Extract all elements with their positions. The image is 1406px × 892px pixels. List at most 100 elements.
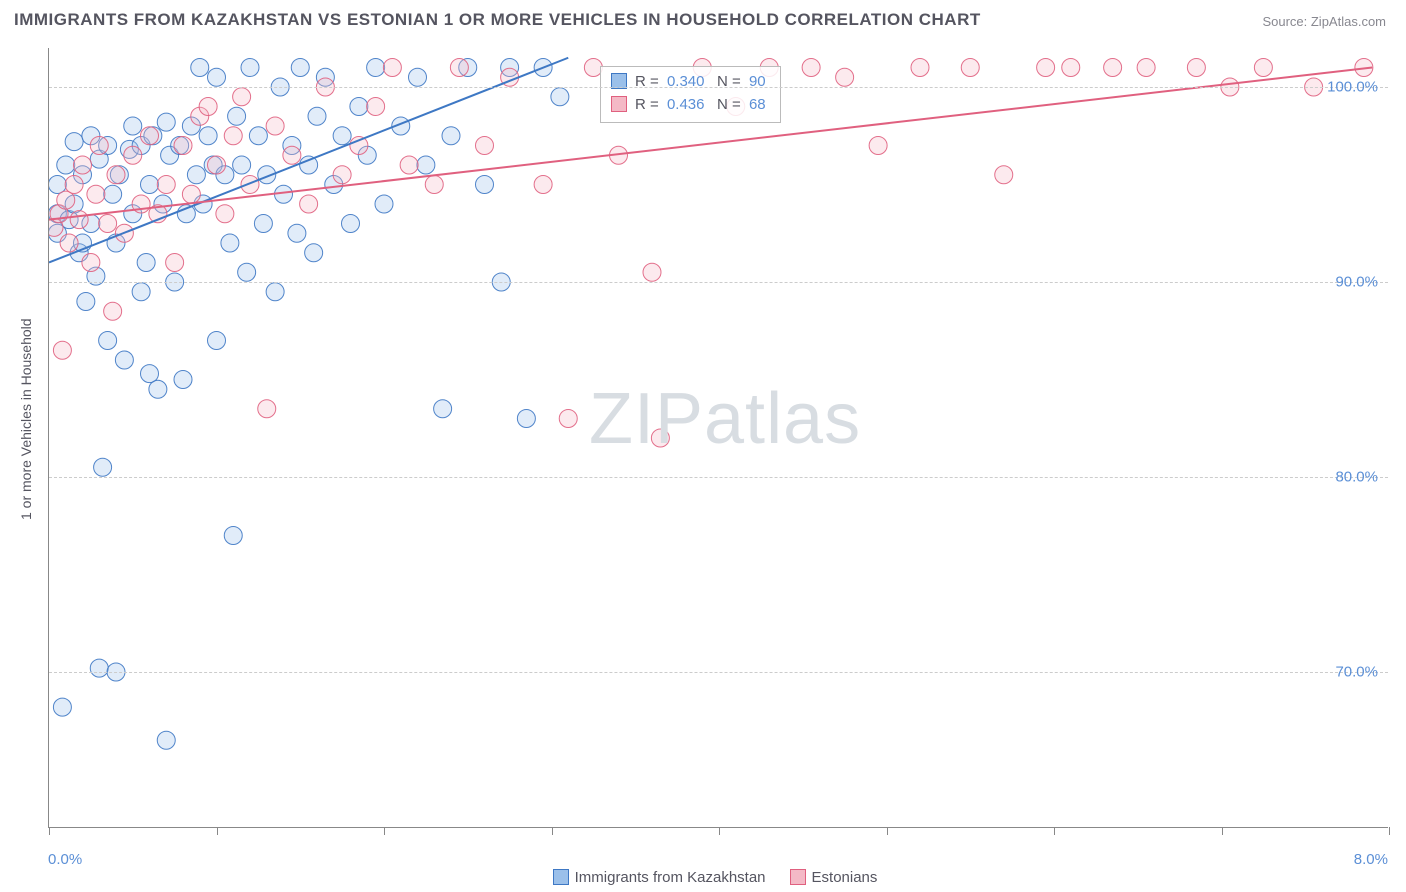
legend-swatch <box>611 96 627 112</box>
stat-r-value: 0.436 <box>667 96 705 113</box>
data-point <box>534 176 552 194</box>
bottom-legend: Immigrants from KazakhstanEstonians <box>0 869 1406 886</box>
data-point <box>350 98 368 116</box>
data-point <box>266 283 284 301</box>
data-point <box>87 185 105 203</box>
data-point <box>643 263 661 281</box>
source-label: Source: ZipAtlas.com <box>1262 14 1386 29</box>
data-point <box>53 341 71 359</box>
data-point <box>208 156 226 174</box>
data-point <box>802 59 820 77</box>
data-point <box>911 59 929 77</box>
data-point <box>291 59 309 77</box>
stats-row: R = 0.340 N = 90 <box>611 71 766 94</box>
data-point <box>409 68 427 86</box>
data-point <box>141 176 159 194</box>
data-point <box>208 332 226 350</box>
x-axis-max-label: 8.0% <box>1354 851 1388 868</box>
data-point <box>182 185 200 203</box>
legend-label: Immigrants from Kazakhstan <box>575 869 766 886</box>
data-point <box>228 107 246 125</box>
data-point <box>1254 59 1272 77</box>
stats-row: R = 0.436 N = 68 <box>611 94 766 117</box>
data-point <box>221 234 239 252</box>
data-point <box>77 293 95 311</box>
data-point <box>241 176 259 194</box>
gridline <box>49 672 1388 673</box>
data-point <box>249 127 267 145</box>
data-point <box>82 254 100 272</box>
data-point <box>166 254 184 272</box>
data-point <box>869 137 887 155</box>
data-point <box>1062 59 1080 77</box>
y-tick-label: 70.0% <box>1335 664 1378 681</box>
data-point <box>60 234 78 252</box>
data-point <box>651 429 669 447</box>
data-point <box>517 410 535 428</box>
data-point <box>254 215 272 233</box>
data-point <box>70 211 88 229</box>
y-tick-label: 100.0% <box>1327 79 1378 96</box>
data-point <box>174 371 192 389</box>
gridline <box>49 282 1388 283</box>
data-point <box>836 68 854 86</box>
x-tick <box>719 827 720 835</box>
y-tick-label: 80.0% <box>1335 469 1378 486</box>
legend-swatch <box>553 869 569 885</box>
y-axis-label: 1 or more Vehicles in Household <box>18 318 34 520</box>
stat-r-label: R = <box>635 96 659 113</box>
gridline <box>49 477 1388 478</box>
data-point <box>995 166 1013 184</box>
data-point <box>1137 59 1155 77</box>
data-point <box>233 156 251 174</box>
data-point <box>551 88 569 106</box>
data-point <box>224 127 242 145</box>
legend-swatch <box>790 869 806 885</box>
data-point <box>238 263 256 281</box>
x-tick <box>1222 827 1223 835</box>
data-point <box>149 380 167 398</box>
data-point <box>157 113 175 131</box>
data-point <box>417 156 435 174</box>
data-point <box>1037 59 1055 77</box>
data-point <box>350 137 368 155</box>
data-point <box>157 176 175 194</box>
stat-n-label: N = <box>717 96 741 113</box>
data-point <box>288 224 306 242</box>
data-point <box>124 117 142 135</box>
x-tick <box>49 827 50 835</box>
data-point <box>99 215 117 233</box>
data-point <box>49 176 66 194</box>
data-point <box>74 156 92 174</box>
x-axis-min-label: 0.0% <box>48 851 82 868</box>
data-point <box>104 302 122 320</box>
data-point <box>375 195 393 213</box>
y-tick-label: 90.0% <box>1335 274 1378 291</box>
data-point <box>476 137 494 155</box>
data-point <box>174 137 192 155</box>
data-point <box>216 205 234 223</box>
data-point <box>57 191 75 209</box>
x-tick <box>552 827 553 835</box>
data-point <box>342 215 360 233</box>
data-point <box>104 185 122 203</box>
gridline <box>49 87 1388 88</box>
data-point <box>90 659 108 677</box>
data-point <box>434 400 452 418</box>
data-point <box>94 458 112 476</box>
data-point <box>283 146 301 164</box>
data-point <box>107 166 125 184</box>
data-point <box>367 59 385 77</box>
data-point <box>208 68 226 86</box>
data-point <box>141 127 159 145</box>
x-tick <box>1389 827 1390 835</box>
data-point <box>367 98 385 116</box>
chart-title: IMMIGRANTS FROM KAZAKHSTAN VS ESTONIAN 1… <box>14 10 981 30</box>
data-point <box>450 59 468 77</box>
x-tick <box>1054 827 1055 835</box>
data-point <box>65 133 83 151</box>
data-point <box>132 283 150 301</box>
data-point <box>476 176 494 194</box>
scatter-svg <box>49 48 1389 828</box>
data-point <box>187 166 205 184</box>
